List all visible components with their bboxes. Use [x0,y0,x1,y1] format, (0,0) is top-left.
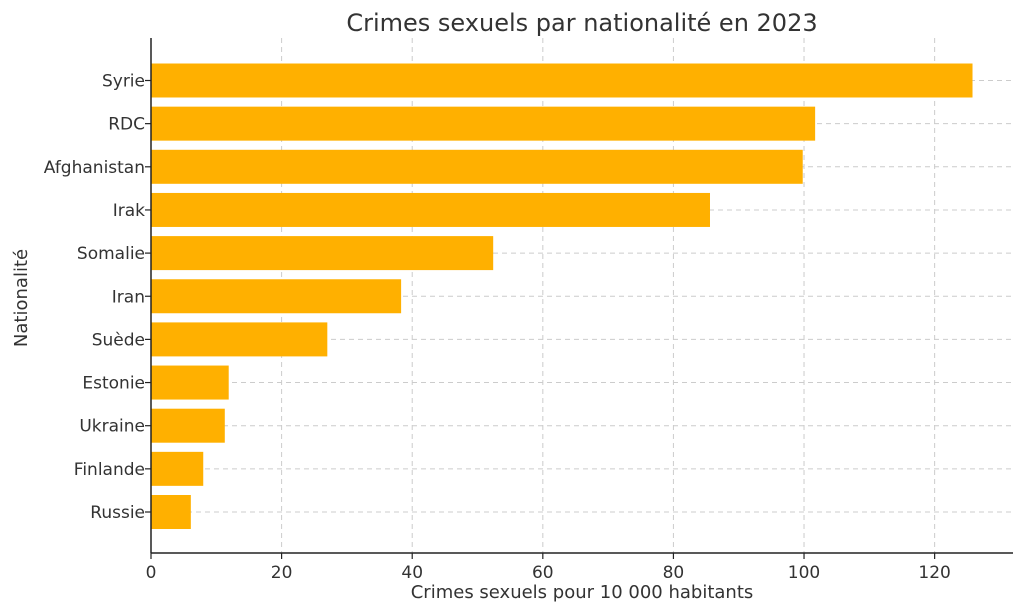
y-axis-label: Nationalité [11,249,32,347]
y-tick-label: Estonie [82,374,145,394]
y-ticks: Syrie RDC Afghanistan Irak Somalie Iran Suède E… [44,72,151,523]
bar-iran [151,279,402,314]
y-tick-label: Iran [112,287,145,307]
x-tick-label: 80 [663,563,685,583]
bar-russie [151,495,191,529]
bar-estonie [151,365,229,400]
bars-layer [151,63,973,529]
bar-somalie [151,236,494,271]
y-tick-label: Afghanistan [44,158,145,178]
x-axis-label: Crimes sexuels pour 10 000 habitants [411,582,754,603]
bar-rdc [151,106,816,141]
x-tick-label: 20 [271,563,293,583]
bar-afghanistan [151,149,803,184]
x-tick-label: 120 [918,563,950,583]
bar-finlande [151,451,204,486]
bar-ukraine [151,408,225,443]
y-tick-label: Finlande [74,460,145,480]
y-tick-label: Suède [92,330,145,350]
y-tick-label: Syrie [102,72,145,92]
x-tick-label: 0 [146,563,157,583]
y-tick-label: Ukraine [79,417,145,437]
bar-irak [151,192,710,227]
y-tick-label: RDC [108,115,145,135]
bar-syrie [151,63,973,98]
x-tick-label: 100 [788,563,820,583]
y-tick-label: Russie [90,503,145,523]
x-ticks: 0 20 40 60 80 100 120 [146,553,951,583]
y-tick-label: Irak [113,201,145,221]
y-tick-label: Somalie [77,244,145,264]
x-tick-label: 60 [532,563,554,583]
x-tick-label: 40 [401,563,423,583]
bar-suède [151,322,328,357]
chart-title: Crimes sexuels par nationalité en 2023 [346,9,817,37]
